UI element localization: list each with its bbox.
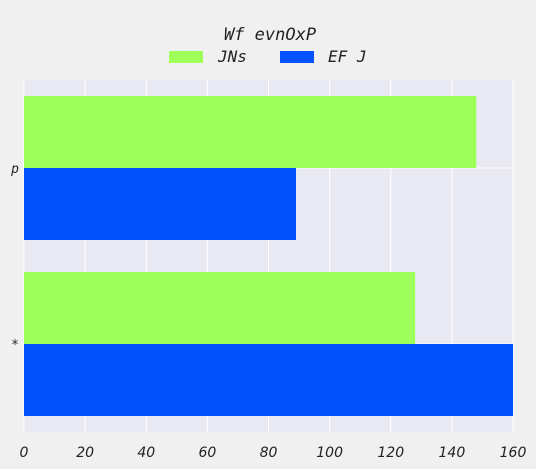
y-tick-label-1: *	[11, 338, 19, 353]
x-tick-label-6: 120	[377, 445, 404, 461]
chart-title: Wf evnOxP	[224, 25, 316, 45]
legend-label-series-2: EF J	[328, 47, 367, 66]
y-axis-ticks: p*	[10, 162, 19, 353]
legend-swatch-series-1	[169, 51, 203, 63]
x-tick-label-2: 40	[137, 445, 155, 461]
bar-series-1-cat-1	[24, 96, 477, 168]
x-tick-label-3: 60	[198, 445, 216, 461]
bar-series-2-cat-2	[24, 344, 513, 416]
bar-series-1-cat-2	[24, 272, 416, 344]
x-tick-label-0: 0	[20, 445, 29, 461]
legend: JNs EF J	[169, 47, 367, 66]
x-tick-label-8: 160	[500, 445, 527, 461]
x-axis-ticks: 0 20 40 60 80 100 120 140 160	[20, 445, 527, 461]
x-tick-label-7: 140	[439, 445, 466, 461]
x-tick-label-5: 100	[316, 445, 343, 461]
y-tick-label-0: p	[10, 162, 19, 177]
x-tick-label-4: 80	[260, 445, 278, 461]
x-tick-label-1: 20	[76, 445, 94, 461]
bars	[24, 96, 513, 416]
bar-series-2-cat-1	[24, 168, 297, 240]
legend-label-series-1: JNs	[217, 47, 247, 66]
legend-swatch-series-2	[280, 51, 314, 63]
